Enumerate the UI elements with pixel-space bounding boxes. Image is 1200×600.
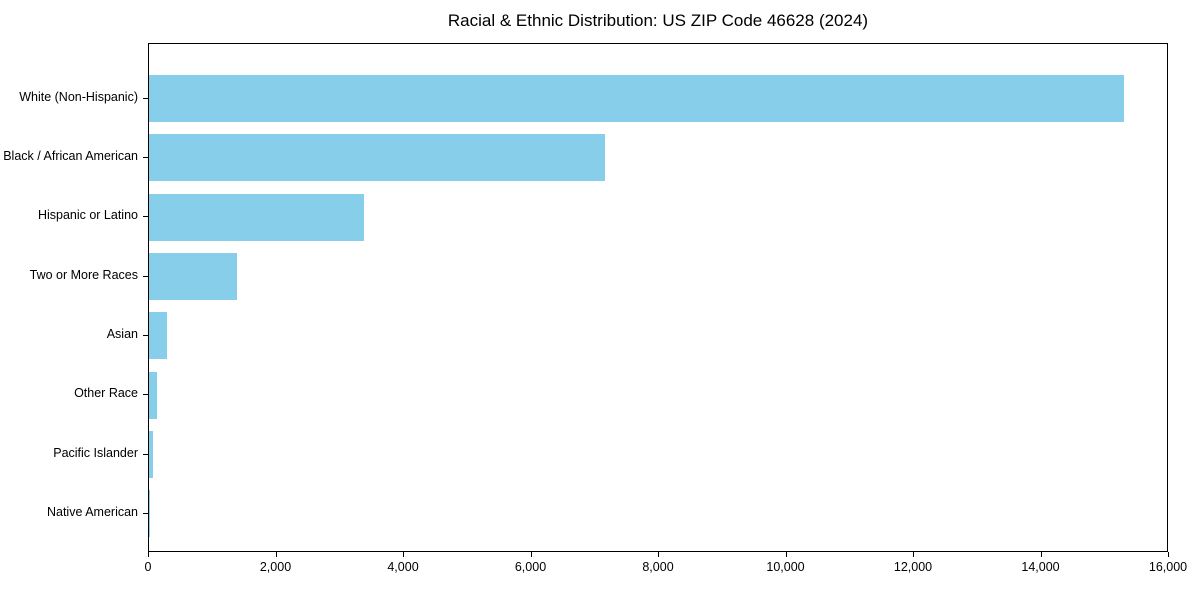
y-tick-mark (143, 453, 148, 455)
y-tick-label: Asian (106, 326, 138, 341)
bar (149, 371, 157, 419)
y-tick-label: Hispanic or Latino (37, 208, 138, 223)
x-tick-label: 4,000 (387, 560, 419, 574)
chart-title: Racial & Ethnic Distribution: US ZIP Cod… (447, 11, 869, 30)
x-tick-mark (148, 552, 149, 557)
x-tick-label: 0 (144, 560, 152, 574)
y-tick-mark (143, 216, 148, 218)
x-tick-label: 8,000 (642, 560, 674, 574)
bar (149, 312, 168, 360)
x-tick-mark (658, 552, 659, 557)
y-tick-label: Pacific Islander (53, 445, 138, 460)
bar (149, 75, 1125, 122)
x-tick-label: 2,000 (259, 560, 292, 574)
bar (149, 431, 154, 479)
y-tick-mark (143, 394, 148, 396)
x-tick-mark (913, 552, 914, 557)
bar (149, 134, 606, 182)
plot-area (148, 43, 1168, 552)
y-tick-label: Two or More Races (29, 267, 138, 282)
y-tick-mark (143, 275, 148, 277)
x-tick-label: 14,000 (1021, 560, 1060, 574)
y-tick-mark (143, 512, 148, 514)
y-tick-mark (143, 97, 148, 99)
y-tick-label: Other Race (74, 386, 138, 401)
x-tick-label: 16,000 (1148, 560, 1188, 574)
x-tick-mark (1168, 552, 1169, 557)
x-tick-mark (403, 552, 404, 557)
x-tick-label: 6,000 (514, 560, 547, 574)
x-tick-mark (530, 552, 532, 557)
x-tick-mark (785, 552, 787, 557)
x-tick-mark (275, 552, 277, 557)
bar (149, 490, 150, 538)
x-tick-mark (1040, 552, 1042, 557)
y-tick-label: Black / African American (3, 148, 138, 163)
y-tick-mark (143, 334, 148, 336)
y-tick-mark (143, 156, 148, 158)
y-tick-label: White (Non-Hispanic) (19, 89, 138, 104)
x-tick-label: 10,000 (766, 560, 805, 574)
bar (149, 253, 238, 301)
bar (149, 193, 365, 241)
x-tick-label: 12,000 (893, 560, 933, 574)
y-tick-label: Native American (46, 504, 138, 519)
